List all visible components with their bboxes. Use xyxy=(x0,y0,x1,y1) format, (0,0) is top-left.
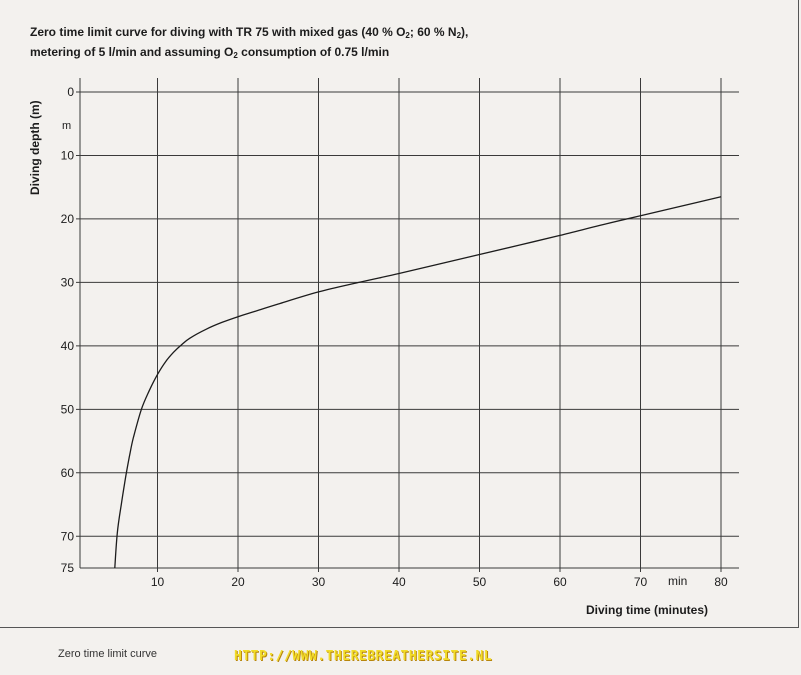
x-axis-unit: min xyxy=(668,574,688,588)
x-tick-label: 30 xyxy=(312,575,326,589)
y-tick-label: 30 xyxy=(61,275,75,289)
zero-time-limit-curve xyxy=(114,196,722,569)
x-tick-label: 40 xyxy=(392,575,406,589)
y-tick-label: 70 xyxy=(61,529,75,543)
x-tick-label: 70 xyxy=(634,575,648,589)
x-tick-label: 10 xyxy=(151,575,165,589)
y-tick-label: 20 xyxy=(61,212,75,226)
y-tick-label: 75 xyxy=(61,561,75,575)
y-tick-label: 40 xyxy=(61,339,75,353)
y-tick-label: 10 xyxy=(61,148,75,162)
x-tick-labels: 10 20 30 40 50 60 70 80 xyxy=(151,575,728,589)
x-tick-label: 20 xyxy=(231,575,245,589)
x-tick-label: 80 xyxy=(714,575,728,589)
x-tick-label: 60 xyxy=(553,575,567,589)
chart-title: Zero time limit curve for diving with TR… xyxy=(30,25,469,60)
watermark: HTTP://WWW.THEREBREATHERSITE.NL xyxy=(234,649,493,664)
y-tick-label: 60 xyxy=(61,466,75,480)
grid xyxy=(76,78,739,572)
figure-caption: Zero time limit curve xyxy=(58,648,158,660)
y-tick-labels: 0 10 20 30 40 50 60 70 75 xyxy=(61,85,75,575)
x-axis-label: Diving time (minutes) xyxy=(586,603,709,617)
y-axis-unit: m xyxy=(62,120,72,132)
y-tick-label: 0 xyxy=(67,85,74,99)
x-tick-label: 50 xyxy=(473,575,487,589)
y-tick-label: 50 xyxy=(61,402,75,416)
depth-time-chart: 0 10 20 30 40 50 60 70 75 10 20 30 40 50 60 70 80 xyxy=(61,78,739,589)
page-frame xyxy=(0,0,799,628)
